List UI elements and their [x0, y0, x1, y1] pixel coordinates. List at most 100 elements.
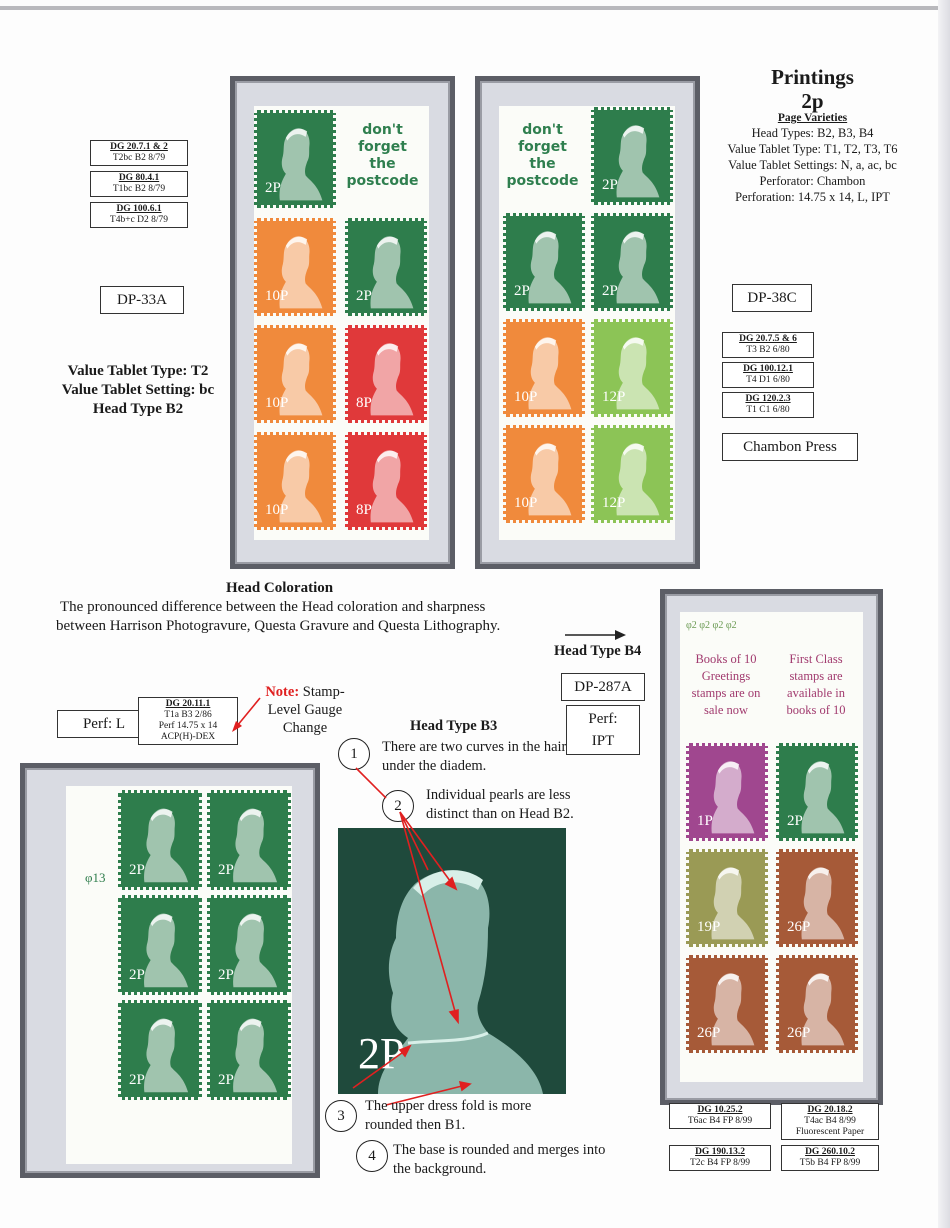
page-right-edge — [938, 0, 950, 1228]
postcode-slogan: don't forget the postcode — [500, 122, 585, 190]
dg-detail: Fluorescent Paper — [795, 1127, 865, 1137]
dg-detail: T1 C1 6/80 — [746, 405, 790, 415]
head-b4-title: Head Type B4 — [554, 643, 642, 659]
arrow-right-icon — [565, 630, 626, 640]
header-line: Value Tablet Settings: N, a, ac, bc — [728, 158, 897, 172]
stamp-value: 10P — [265, 288, 289, 304]
stamp-10p: 10P — [503, 425, 585, 523]
stamp-2p: 2P — [118, 895, 202, 995]
dg-reference: DG 80.4.1 T1bc B2 8/79 — [90, 171, 188, 197]
dg-detail: T2c B4 FP 8/99 — [689, 1158, 751, 1168]
pane-label-dp-287a: DP-287A — [561, 673, 645, 701]
coloration-text: The pronounced difference between the He… — [56, 599, 501, 634]
stamp-value: 10P — [265, 502, 289, 518]
stamp-2p: 2P — [345, 218, 427, 316]
dg-ref: DG 20.7.1 & 2 — [110, 142, 168, 152]
stamp-10p: 10P — [254, 432, 336, 530]
stamp-value: 2P — [218, 1072, 234, 1088]
stamp-2p: 2P — [503, 213, 585, 311]
stamp-value: 2P — [602, 283, 618, 299]
dg-ref: DG 120.2.3 — [745, 394, 791, 404]
dg-detail: T4b+c D2 8/79 — [109, 215, 169, 225]
enlargement-value: 2P — [358, 1029, 405, 1078]
stamp-26p: 26P — [686, 955, 768, 1053]
dg-detail: T3 B2 6/80 — [746, 345, 790, 355]
dg-detail: ACP(H)-DEX — [160, 732, 216, 742]
callout-arrows — [352, 767, 472, 1106]
stamp-value: 2P — [356, 288, 372, 304]
note-text: Stamp-Level Gauge Change — [267, 684, 345, 736]
cylinder-numbers: φ2 φ2 φ2 φ2 — [686, 620, 737, 631]
stamp-value: 8P — [356, 395, 372, 411]
stamp-value: 1P — [697, 813, 713, 829]
stamp-26p: 26P — [776, 955, 858, 1053]
gauge-note: Note: Stamp-Level Gauge Change — [256, 683, 354, 737]
pane-notes: Value Tablet Type: T2 Value Tablet Setti… — [48, 362, 228, 419]
header-line: Perforator: Chambon — [759, 174, 866, 188]
callout-text: Individual pearls are less distinct than… — [426, 787, 574, 822]
dg-reference: DG 260.10.2 T5b B4 FP 8/99 — [781, 1145, 879, 1171]
promo-first-class: First Class stamps are available in book… — [786, 652, 846, 717]
page-title: Printings — [771, 65, 854, 89]
dg-reference: DG 20.11.1 T1a B3 2/86 Perf 14.75 x 14 A… — [138, 697, 238, 745]
stamp-10p: 10P — [503, 319, 585, 417]
callout-number: 4 — [356, 1140, 388, 1172]
page-header: Printings 2p Page Varieties Head Types: … — [700, 64, 925, 205]
dg-ref: DG 190.13.2 — [695, 1147, 745, 1157]
stamp-2p: 2P — [118, 790, 202, 890]
dg-reference: DG 120.2.3 T1 C1 6/80 — [722, 392, 814, 418]
slogan-line: postcode — [506, 173, 579, 189]
dg-ref: DG 80.4.1 — [118, 173, 160, 183]
callout-number: 3 — [325, 1100, 357, 1132]
note-label: Note: — [265, 684, 300, 700]
stamp-2p: 2P — [207, 895, 291, 995]
callout-text: The upper dress fold is more rounded the… — [365, 1098, 532, 1133]
stamp-value: 2P — [129, 862, 145, 878]
callout-number: 1 — [338, 738, 370, 770]
page-subtitle: Page Varieties — [777, 112, 848, 124]
slogan-line: don't — [362, 122, 403, 138]
stamp-value: 2P — [787, 813, 803, 829]
dg-detail: T1a B3 2/86 — [164, 710, 212, 720]
slogan-line: the — [529, 156, 556, 172]
dg-reference: DG 20.7.1 & 2 T2bc B2 8/79 — [90, 140, 188, 166]
dg-detail: T4 D1 6/80 — [746, 375, 790, 385]
pane-label-dp-33a: DP-33A — [100, 286, 184, 314]
dg-reference: DG 100.12.1 T4 D1 6/80 — [722, 362, 814, 388]
dg-ref: DG 20.11.1 — [165, 699, 211, 709]
dg-reference: DG 10.25.2 T6ac B4 FP 8/99 — [669, 1103, 771, 1129]
dg-ref: DG 20.18.2 — [807, 1105, 853, 1115]
stamp-1p: 1P — [686, 743, 768, 841]
note-line: Value Tablet Setting: bc — [61, 382, 215, 398]
stamp-value: 2P — [602, 177, 618, 193]
header-line: Head Types: B2, B3, B4 — [751, 126, 874, 140]
dg-ref: DG 20.7.5 & 6 — [739, 334, 797, 344]
head-b3-title: Head Type B3 — [410, 718, 498, 734]
dg-ref: DG 100.6.1 — [116, 204, 162, 214]
dg-reference: DG 100.6.1 T4b+c D2 8/79 — [90, 202, 188, 228]
page-top-rule — [0, 6, 950, 10]
pane-label-dp-38c: DP-38C — [732, 284, 812, 312]
head-b3-enlargement: 2P — [338, 828, 566, 1094]
stamp-2p: 2P — [776, 743, 858, 841]
slogan-line: don't — [522, 122, 563, 138]
stamp-10p: 10P — [254, 218, 336, 316]
stamp-2p: 2P — [207, 790, 291, 890]
stamp-value: 2P — [129, 967, 145, 983]
dg-reference: DG 20.18.2 T4ac B4 8/99 Fluorescent Paper — [781, 1103, 879, 1140]
callout-text: The base is rounded and merges into the … — [393, 1142, 606, 1177]
slogan-line: forget — [358, 139, 407, 155]
cylinder-number: φ13 — [85, 870, 106, 885]
stamp-value: 10P — [514, 495, 538, 511]
slogan-line: postcode — [346, 173, 419, 189]
stamp-value: 26P — [697, 1025, 721, 1041]
stamp-26p: 26P — [776, 849, 858, 947]
slogan-line: the — [369, 156, 396, 172]
slogan-line: forget — [518, 139, 567, 155]
coloration-title: Head Coloration — [226, 580, 334, 596]
stamp-value: 2P — [514, 283, 530, 299]
stamp-value: 12P — [602, 495, 626, 511]
perf-label: Perf: IPT — [566, 705, 640, 755]
stamp-value: 10P — [265, 395, 289, 411]
note-line: Head Type B2 — [92, 401, 184, 417]
